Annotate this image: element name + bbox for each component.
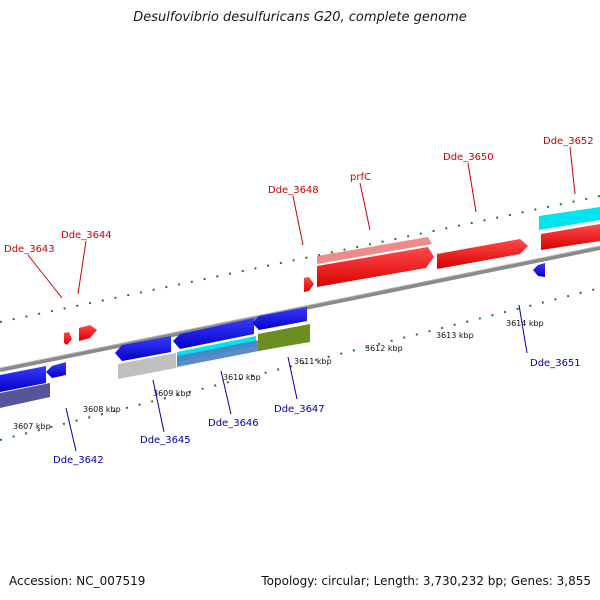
gene-feature[interactable] xyxy=(317,237,432,264)
tick-label: 3609 kbp xyxy=(153,389,191,398)
tick-label: 3613 kbp xyxy=(436,331,474,340)
topology-text: Topology: circular; Length: 3,730,232 bp… xyxy=(261,574,591,588)
gene-feature[interactable] xyxy=(64,332,72,345)
gene-label[interactable]: prfC xyxy=(350,172,371,183)
reverse-gene-labels: Dde_3642 Dde_3645 Dde_3646 Dde_3647 Dde_… xyxy=(53,358,581,466)
forward-leaders xyxy=(27,146,576,299)
gene-label[interactable]: Dde_3651 xyxy=(530,358,581,369)
forward-genes xyxy=(64,207,600,345)
gene-label[interactable]: Dde_3644 xyxy=(61,230,112,241)
forward-gene-labels: Dde_3643 Dde_3644 Dde_3648 prfC Dde_3650… xyxy=(4,136,594,255)
gene-label[interactable]: Dde_3650 xyxy=(443,152,494,163)
gene-label[interactable]: Dde_3648 xyxy=(268,185,319,196)
gene-feature[interactable] xyxy=(118,353,176,379)
map-title: Desulfovibrio desulfuricans G20, complet… xyxy=(133,10,467,25)
tick-label: 3608 kbp xyxy=(83,405,121,414)
gene-feature[interactable] xyxy=(258,324,310,351)
gene-feature[interactable] xyxy=(539,207,600,230)
gene-feature[interactable] xyxy=(0,383,50,408)
gene-feature[interactable] xyxy=(115,336,171,361)
upper-tick-row xyxy=(0,195,600,323)
gene-label[interactable]: Dde_3642 xyxy=(53,455,104,466)
accession-text: Accession: NC_007519 xyxy=(9,574,146,588)
kbp-scale: 3607 kbp 3608 kbp 3609 kbp 3610 kbp 3611… xyxy=(13,319,544,431)
gene-label[interactable]: Dde_3645 xyxy=(140,435,191,446)
gene-feature[interactable] xyxy=(541,224,600,250)
gene-label[interactable]: Dde_3646 xyxy=(208,418,259,429)
gene-feature[interactable] xyxy=(173,318,254,349)
gene-label[interactable]: Dde_3643 xyxy=(4,244,55,255)
gene-feature[interactable] xyxy=(437,239,528,269)
gene-feature[interactable] xyxy=(46,362,66,378)
tick-label: 3610 kbp xyxy=(223,373,261,382)
reverse-genes xyxy=(0,263,545,408)
tick-label: 3607 kbp xyxy=(13,422,51,431)
tick-label: 3614 kbp xyxy=(506,319,544,328)
gene-feature[interactable] xyxy=(252,307,307,330)
gene-label[interactable]: Dde_3647 xyxy=(274,404,325,415)
gene-label[interactable]: Dde_3652 xyxy=(543,136,594,147)
reverse-leaders xyxy=(65,304,528,452)
gene-feature[interactable] xyxy=(304,277,314,292)
gene-feature[interactable] xyxy=(317,247,434,287)
gene-feature[interactable] xyxy=(0,366,46,392)
gene-feature[interactable] xyxy=(79,325,97,341)
gene-feature[interactable] xyxy=(533,263,545,277)
tick-label: 3611 kbp xyxy=(294,357,332,366)
tick-label: 3612 kbp xyxy=(365,344,403,353)
